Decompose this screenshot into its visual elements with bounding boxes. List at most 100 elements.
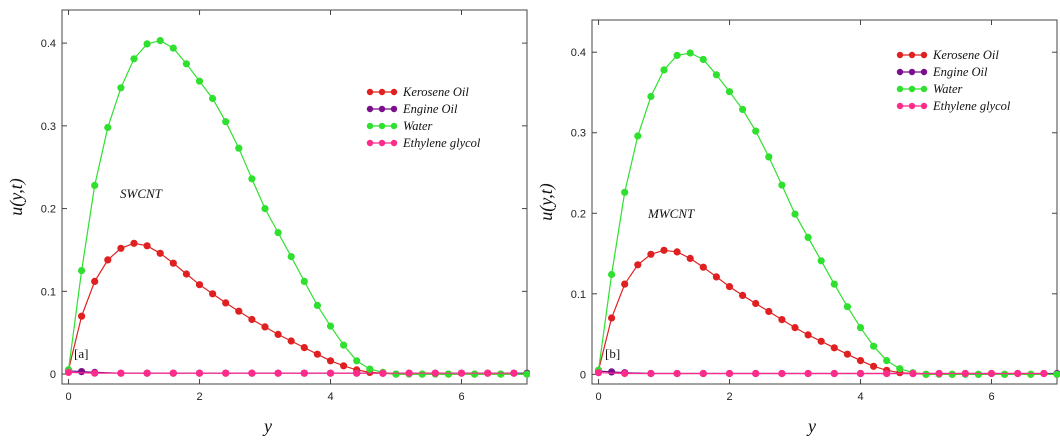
plot-frame [591, 19, 1058, 385]
legend-swatch-dot [390, 122, 398, 130]
data-point-water [922, 370, 930, 378]
data-point-water [896, 365, 904, 373]
y-tick-label: 0.3 [41, 121, 56, 133]
y-axis-title: u(y,t) [6, 178, 27, 216]
data-point-kerosene [830, 344, 838, 352]
data-point-ethylene [647, 369, 655, 378]
data-point-kerosene [104, 256, 112, 264]
y-tick-label: 0.3 [571, 128, 586, 140]
data-point-ethylene [326, 369, 335, 377]
data-point-ethylene [804, 369, 812, 378]
data-point-ethylene [752, 369, 760, 378]
data-point-ethylene [725, 369, 734, 378]
data-point-ethylene [673, 369, 681, 378]
series-line-kerosene [597, 249, 1057, 375]
data-point-ethylene [300, 369, 308, 377]
x-tick-label: 4 [857, 391, 863, 403]
data-point-ethylene [169, 369, 177, 377]
data-point-kerosene [235, 307, 243, 315]
chart-b-svg: 0 0.1 0.2 0.3 0.4 0 2 4 6 y u(y,t) MWCNT [b] Kerosene… [536, 19, 1060, 436]
data-point-kerosene [752, 299, 760, 308]
data-point-water [287, 253, 295, 261]
data-point-water [78, 267, 86, 275]
legend-entry-label: Water [403, 119, 433, 133]
data-point-kerosene [778, 316, 786, 324]
x-axis-title: y [806, 416, 816, 436]
legend-swatch-dot [378, 122, 386, 130]
data-point-kerosene [660, 246, 668, 254]
data-point-water [974, 370, 982, 378]
data-point-ethylene [91, 369, 99, 377]
data-point-water [235, 144, 243, 152]
series-line-ethylene [598, 372, 1044, 375]
data-point-water [1027, 370, 1035, 378]
data-point-water [712, 71, 720, 79]
data-point-ethylene [248, 369, 256, 377]
legend-swatch-dot [366, 105, 374, 113]
data-point-kerosene [739, 291, 747, 299]
data-point-water [699, 55, 707, 64]
legend-swatch-dot [896, 102, 904, 110]
data-point-water [608, 270, 616, 279]
y-tick-label: 0.1 [41, 286, 56, 298]
data-point-water [326, 322, 335, 330]
data-point-kerosene [621, 280, 629, 288]
legend-swatch-dot [908, 51, 916, 59]
legend-entry-label: Ethylene glycol [402, 136, 481, 150]
legend-swatch-dot [920, 85, 928, 93]
legend-entry-label: Kerosene Oil [932, 48, 999, 62]
data-point-kerosene [870, 362, 878, 370]
legend-swatch-dot [378, 88, 386, 96]
series-line-ethylene [68, 371, 514, 374]
data-point-kerosene [699, 263, 707, 271]
data-point-ethylene [510, 369, 518, 377]
data-point-ethylene [1014, 369, 1022, 378]
data-point-kerosene [300, 344, 308, 352]
data-point-kerosene [856, 357, 865, 365]
data-point-kerosene [248, 315, 256, 324]
data-point-ethylene [64, 368, 73, 376]
legend-swatch-dot [390, 105, 398, 113]
legend-entry-label: Kerosene Oil [402, 85, 469, 99]
legend-entry-label: Ethylene glycol [932, 99, 1011, 113]
data-point-kerosene [209, 290, 217, 298]
data-point-kerosene [647, 250, 655, 258]
data-point-kerosene [791, 324, 799, 332]
nanotube-annotation: SWCNT [120, 186, 163, 201]
x-tick-label: 2 [196, 391, 202, 403]
series-group [594, 49, 1060, 378]
chart-a-svg: 0 0.1 0.2 0.3 0.4 0 2 4 6 y u(y,t) SWCNT [a] Kerosene… [6, 9, 530, 436]
data-point-water [634, 132, 642, 140]
y-tick-label: 0.4 [571, 47, 586, 59]
data-point-water [392, 370, 400, 378]
data-point-kerosene [686, 254, 694, 262]
legend-entry-label: Engine Oil [402, 102, 458, 116]
data-point-kerosene [326, 357, 335, 365]
y-tick-label: 0.1 [571, 289, 586, 301]
data-point-ethylene [856, 369, 865, 378]
data-point-water [497, 370, 505, 378]
data-point-kerosene [608, 314, 616, 322]
data-point-water [313, 301, 321, 309]
data-point-water [883, 357, 891, 365]
y-tick-label: 0.2 [571, 208, 586, 220]
data-point-water [647, 92, 655, 101]
data-point-water [143, 40, 151, 48]
legend-swatch-dot [378, 105, 386, 113]
data-point-water [300, 277, 308, 285]
data-point-water [353, 357, 361, 365]
legend-swatch-dot [896, 51, 904, 59]
data-point-engine [608, 368, 616, 376]
data-point-kerosene [765, 307, 773, 316]
legend-swatch-dot [920, 68, 928, 76]
y-tick-label: 0.4 [41, 38, 56, 50]
legend-swatch-dot [366, 139, 374, 147]
data-point-ethylene [594, 369, 603, 377]
data-point-kerosene [313, 350, 321, 358]
plot-frame [61, 9, 528, 385]
data-point-kerosene [634, 261, 642, 269]
data-point-kerosene [287, 337, 295, 345]
data-point-ethylene [883, 369, 891, 378]
legend-swatch-dot [908, 68, 916, 76]
data-point-kerosene [156, 249, 164, 257]
